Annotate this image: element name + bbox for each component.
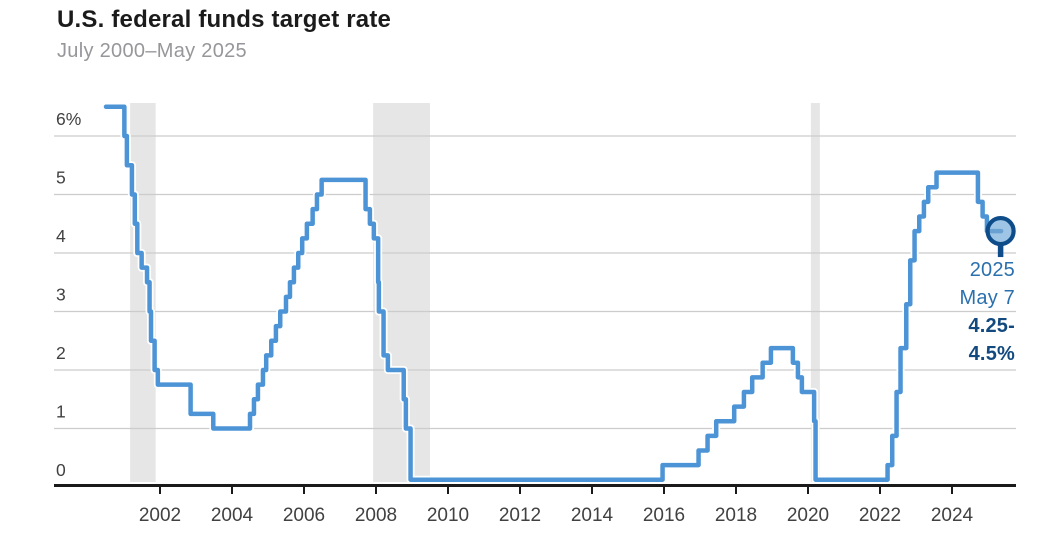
latest-value-annotation: 2025 May 7 4.25- 4.5% [960, 259, 1015, 365]
annotation-rate-high: 4.5% [969, 343, 1015, 365]
y-tick-label: 0 [56, 460, 66, 480]
y-tick-label: 3 [56, 285, 66, 305]
chart-subtitle: July 2000–May 2025 [57, 40, 247, 62]
y-tick-label: 5 [56, 168, 66, 188]
x-tick-label: 2012 [499, 505, 541, 526]
marker-stem [997, 239, 1004, 258]
annotation-date: May 7 [960, 287, 1015, 309]
x-tick-label: 2014 [571, 505, 614, 526]
rate-line-casing [102, 102, 1005, 484]
rate-step-line [102, 102, 1005, 484]
y-tick-label: 4 [56, 226, 66, 246]
x-tick-label: 2022 [859, 505, 901, 526]
y-tick-label: 2 [56, 343, 66, 363]
annotation-rate-low: 4.25- [968, 315, 1015, 337]
end-marker-circle [985, 215, 1016, 247]
x-tick-label: 2018 [715, 505, 757, 526]
latest-value-marker [985, 215, 1016, 258]
x-tick-label: 2020 [787, 505, 829, 526]
x-tick-label: 2004 [211, 505, 254, 526]
x-axis: 2002 2004 2006 2008 2010 2012 2014 2016 2018 2020… [54, 484, 1016, 526]
gridlines [54, 135, 1016, 430]
y-tick-label: 1 [56, 402, 66, 422]
y-axis-labels: 6% 5 4 3 2 1 0 [56, 109, 81, 480]
x-tick-label: 2010 [427, 505, 469, 526]
x-tick-label: 2008 [355, 505, 397, 526]
recession-bands [130, 103, 820, 482]
recession-band [810, 103, 820, 482]
x-tick-label: 2006 [283, 505, 325, 526]
x-tick-label: 2002 [139, 505, 181, 526]
chart-title: U.S. federal funds target rate [57, 6, 392, 33]
x-tick-label: 2016 [643, 505, 685, 526]
x-tick-label: 2024 [931, 505, 974, 526]
annotation-year: 2025 [970, 259, 1015, 281]
rate-line [103, 104, 1003, 482]
y-tick-label: 6% [56, 109, 81, 129]
